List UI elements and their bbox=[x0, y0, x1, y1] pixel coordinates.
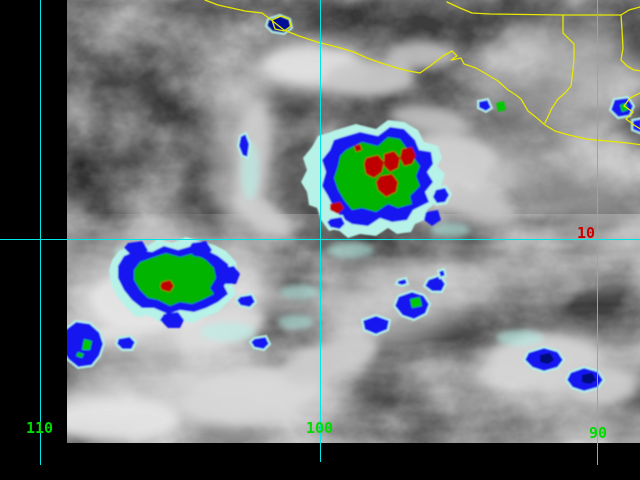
border-guatemala-north bbox=[446, 1, 640, 16]
satellite-image[interactable] bbox=[0, 0, 640, 443]
lagoon-outline bbox=[271, 15, 292, 32]
coast-right-edge bbox=[623, 92, 640, 130]
storm-navy-cores bbox=[540, 353, 596, 384]
map-overlay bbox=[204, 0, 640, 146]
storm-west bbox=[109, 237, 240, 328]
coastline-mexico bbox=[204, 0, 640, 146]
cloud-imagery-layer bbox=[67, 0, 640, 443]
border-guatemala-east bbox=[620, 14, 640, 72]
satellite-scene bbox=[67, 0, 640, 443]
storm-green-dots bbox=[76, 101, 628, 358]
border-guatemala-west bbox=[544, 14, 575, 124]
status-bar: 1 0001 GOES-16 13 23 OCT 23296 054020 09… bbox=[0, 443, 640, 480]
storm-main bbox=[301, 120, 452, 238]
storm-cells bbox=[67, 13, 640, 394]
